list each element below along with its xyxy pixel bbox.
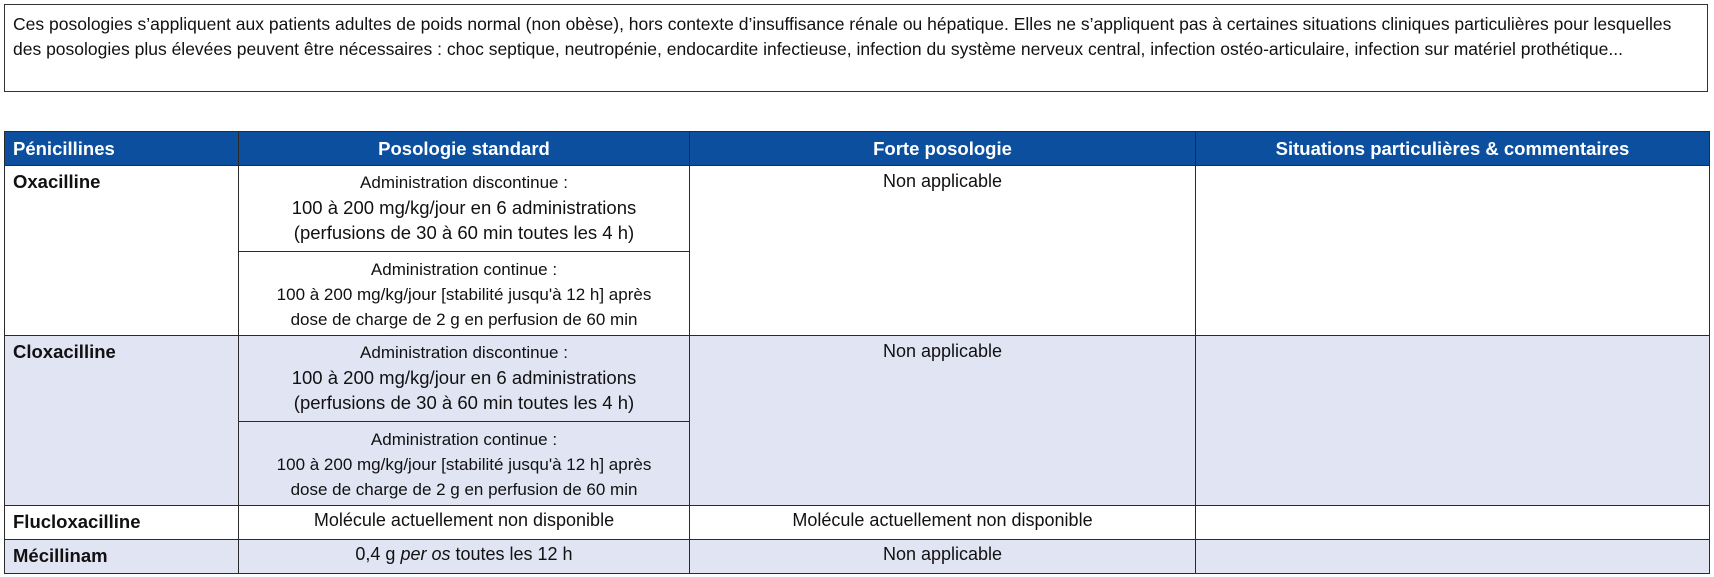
high-dose-cell: Molécule actuellement non disponible <box>689 505 1196 540</box>
continuous-title: Administration continue : <box>370 260 558 279</box>
discontinuous-line-1: 100 à 200 mg/kg/jour en 6 administration… <box>291 197 637 218</box>
standard-dose-cell: Molécule actuellement non disponible <box>238 505 690 540</box>
comments-cell <box>1195 335 1710 506</box>
continuous-line-2: dose de charge de 2 g en perfusion de 60… <box>290 310 638 329</box>
discontinuous-administration: Administration discontinue : 100 à 200 m… <box>239 166 689 252</box>
discontinuous-title: Administration discontinue : <box>360 343 568 362</box>
header-standard-dose: Posologie standard <box>238 131 690 166</box>
posology-disclaimer: Ces posologies s’appliquent aux patients… <box>4 4 1708 92</box>
comments-cell <box>1195 505 1710 540</box>
continuous-line-1: 100 à 200 mg/kg/jour [stabilité jusqu'à … <box>276 285 652 304</box>
continuous-line-2: dose de charge de 2 g en perfusion de 60… <box>290 480 638 499</box>
discontinuous-line-1: 100 à 200 mg/kg/jour en 6 administration… <box>291 367 637 388</box>
drug-name: Oxacilline <box>4 165 239 336</box>
drug-name: Mécillinam <box>4 539 239 574</box>
comments-cell <box>1195 539 1710 574</box>
table-row: Cloxacilline Administration discontinue … <box>4 335 1710 506</box>
posology-table: Pénicillines Posologie standard Forte po… <box>4 131 1710 574</box>
discontinuous-title: Administration discontinue : <box>360 173 568 192</box>
header-high-dose: Forte posologie <box>689 131 1196 166</box>
header-comments: Situations particulières & commentaires <box>1195 131 1710 166</box>
discontinuous-line-2: (perfusions de 30 à 60 min toutes les 4 … <box>293 392 635 413</box>
standard-dose-cell: Administration discontinue : 100 à 200 m… <box>238 335 690 506</box>
continuous-administration: Administration continue : 100 à 200 mg/k… <box>239 422 689 505</box>
comments-cell <box>1195 165 1710 336</box>
continuous-title: Administration continue : <box>370 430 558 449</box>
header-penicillins: Pénicillines <box>4 131 239 166</box>
table-row: Mécillinam 0,4 g per os toutes les 12 h … <box>4 539 1710 574</box>
table-row: Oxacilline Administration discontinue : … <box>4 165 1710 336</box>
high-dose-cell: Non applicable <box>689 165 1196 336</box>
table-header-row: Pénicillines Posologie standard Forte po… <box>4 131 1710 166</box>
dose-amount: 0,4 g <box>355 544 401 564</box>
dose-frequency: toutes les 12 h <box>450 544 573 564</box>
standard-dose-cell: 0,4 g per os toutes les 12 h <box>238 539 690 574</box>
table-row: Flucloxacilline Molécule actuellement no… <box>4 505 1710 540</box>
high-dose-cell: Non applicable <box>689 335 1196 506</box>
discontinuous-line-2: (perfusions de 30 à 60 min toutes les 4 … <box>293 222 635 243</box>
route-per-os: per os <box>400 544 451 564</box>
continuous-administration: Administration continue : 100 à 200 mg/k… <box>239 252 689 335</box>
high-dose-cell: Non applicable <box>689 539 1196 574</box>
standard-dose-cell: Administration discontinue : 100 à 200 m… <box>238 165 690 336</box>
drug-name: Flucloxacilline <box>4 505 239 540</box>
drug-name: Cloxacilline <box>4 335 239 506</box>
discontinuous-administration: Administration discontinue : 100 à 200 m… <box>239 336 689 422</box>
continuous-line-1: 100 à 200 mg/kg/jour [stabilité jusqu'à … <box>276 455 652 474</box>
